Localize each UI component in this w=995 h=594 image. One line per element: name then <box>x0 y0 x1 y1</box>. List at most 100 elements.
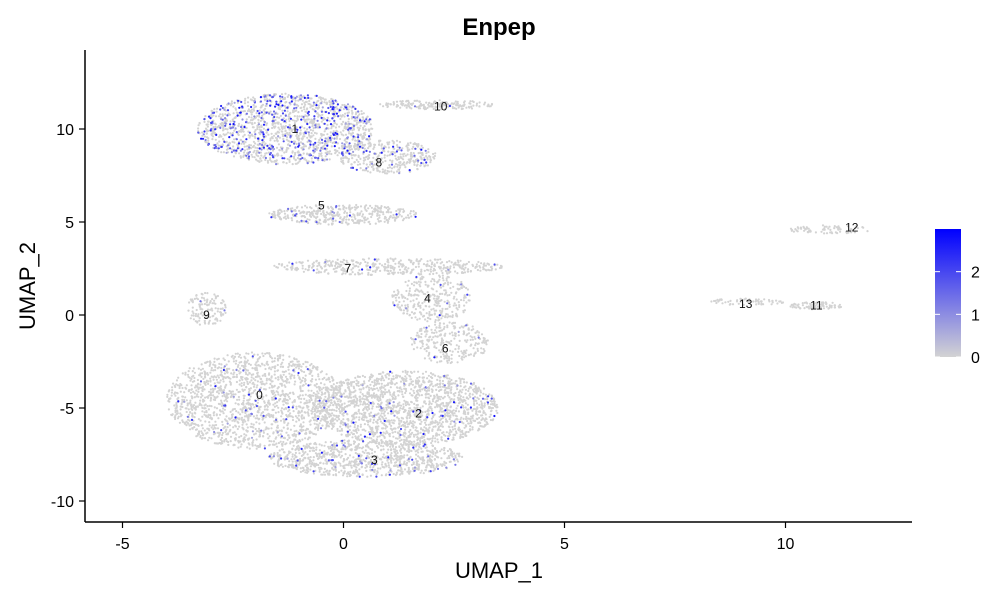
data-point <box>328 408 331 411</box>
data-point <box>173 392 176 395</box>
data-point <box>300 414 303 417</box>
data-point <box>403 161 406 164</box>
data-point <box>208 436 211 439</box>
data-point <box>207 137 210 140</box>
data-point <box>259 405 262 408</box>
data-point <box>427 345 430 348</box>
data-point <box>305 399 308 402</box>
data-point <box>237 369 240 373</box>
data-point <box>405 106 408 109</box>
data-point <box>354 435 357 438</box>
data-point <box>279 218 283 221</box>
data-point <box>311 374 314 377</box>
data-point <box>376 164 379 167</box>
data-point <box>363 125 366 128</box>
data-point <box>345 207 348 210</box>
data-point <box>270 380 273 383</box>
data-point <box>453 337 456 340</box>
data-point <box>226 354 229 357</box>
data-point <box>465 106 468 109</box>
data-point <box>304 204 307 207</box>
data-point <box>350 163 353 166</box>
data-point <box>248 371 251 375</box>
data-point <box>291 416 294 419</box>
data-point <box>340 133 343 136</box>
data-point <box>412 145 415 148</box>
data-point <box>401 153 405 156</box>
data-point <box>359 157 362 160</box>
data-point <box>186 404 189 407</box>
data-point <box>310 362 313 366</box>
data-point <box>369 212 372 215</box>
data-point <box>326 140 329 143</box>
data-point <box>201 303 204 306</box>
data-point <box>320 134 323 137</box>
data-point <box>348 132 351 135</box>
data-point <box>207 129 210 132</box>
data-point <box>342 107 345 111</box>
data-point <box>255 151 258 155</box>
data-point <box>447 355 450 358</box>
data-point <box>305 206 309 209</box>
data-point <box>264 352 267 355</box>
data-point <box>318 138 321 142</box>
data-point <box>307 268 310 271</box>
data-point <box>243 133 246 136</box>
data-point <box>438 278 441 281</box>
data-point <box>277 406 280 409</box>
data-point <box>327 272 330 275</box>
data-point <box>200 363 203 366</box>
data-point <box>306 361 309 364</box>
data-point <box>208 424 211 427</box>
data-point <box>314 427 317 430</box>
data-point <box>361 169 365 172</box>
data-point <box>306 128 309 131</box>
data-point <box>199 372 202 375</box>
data-point <box>387 150 390 153</box>
data-point <box>302 362 305 366</box>
data-point <box>203 411 206 414</box>
data-point <box>237 395 240 399</box>
data-point <box>286 398 289 402</box>
data-point <box>246 148 249 151</box>
data-point <box>299 385 302 388</box>
data-point <box>205 132 208 135</box>
data-point <box>372 147 375 150</box>
data-point <box>347 157 350 161</box>
data-point <box>456 102 459 105</box>
data-point <box>179 390 182 393</box>
data-point <box>436 295 439 298</box>
data-point <box>362 128 365 131</box>
data-point <box>270 414 273 417</box>
data-point <box>276 369 280 372</box>
data-point <box>308 134 311 137</box>
data-point <box>408 106 411 109</box>
data-point <box>413 303 416 306</box>
data-point <box>215 376 218 379</box>
data-point <box>343 139 346 142</box>
data-point <box>265 122 269 125</box>
data-point <box>300 96 303 99</box>
data-point <box>439 355 443 358</box>
data-point <box>406 270 409 273</box>
data-point <box>286 378 289 381</box>
data-point <box>201 367 204 370</box>
data-point <box>483 103 486 106</box>
data-point <box>457 264 460 267</box>
data-point <box>441 421 444 424</box>
data-point <box>281 135 285 138</box>
data-point <box>454 270 457 273</box>
data-point <box>249 425 252 428</box>
data-point <box>226 426 229 429</box>
data-point <box>428 357 431 360</box>
data-point <box>426 285 429 288</box>
data-point <box>201 131 204 134</box>
data-point <box>247 134 250 137</box>
data-point <box>282 98 285 101</box>
data-point <box>246 446 249 449</box>
data-point <box>304 374 307 377</box>
data-point <box>449 265 452 268</box>
data-point <box>419 340 422 343</box>
data-point <box>428 105 431 108</box>
data-point <box>261 352 264 355</box>
